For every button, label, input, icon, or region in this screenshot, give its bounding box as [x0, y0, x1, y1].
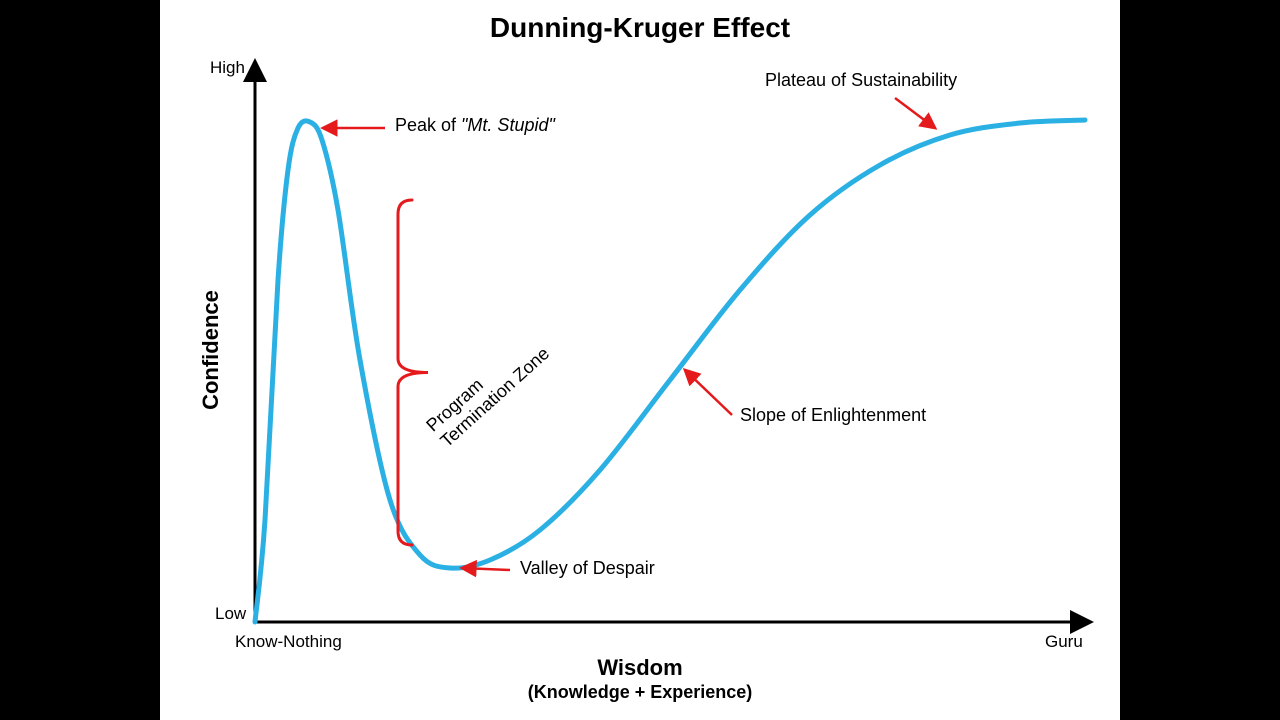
x-axis-label: Wisdom [160, 655, 1120, 681]
annotation-slope: Slope of Enlightenment [740, 405, 926, 426]
chart-title: Dunning-Kruger Effect [160, 12, 1120, 44]
annotation-program-zone: Program Termination Zone [422, 328, 553, 452]
arrow-valley [462, 568, 510, 570]
y-tick-high: High [210, 58, 245, 78]
chart-svg [160, 0, 1120, 720]
annotation-peak: Peak of "Mt. Stupid" [395, 115, 555, 136]
chart-canvas: Dunning-Kruger Effect Confidence High Lo… [160, 0, 1120, 720]
y-tick-low: Low [215, 604, 246, 624]
y-axis-label: Confidence [198, 250, 224, 450]
arrow-plateau [895, 98, 935, 128]
annotation-plateau: Plateau of Sustainability [765, 70, 957, 91]
x-tick-right: Guru [1045, 632, 1083, 652]
x-tick-left: Know-Nothing [235, 632, 342, 652]
dk-curve [255, 120, 1085, 622]
x-axis-sublabel: (Knowledge + Experience) [160, 682, 1120, 703]
program-zone-bracket [398, 200, 428, 545]
annotation-peak-prefix: Peak of [395, 115, 461, 135]
arrow-slope [685, 370, 732, 415]
annotation-peak-italic: "Mt. Stupid" [461, 115, 555, 135]
annotation-valley: Valley of Despair [520, 558, 655, 579]
